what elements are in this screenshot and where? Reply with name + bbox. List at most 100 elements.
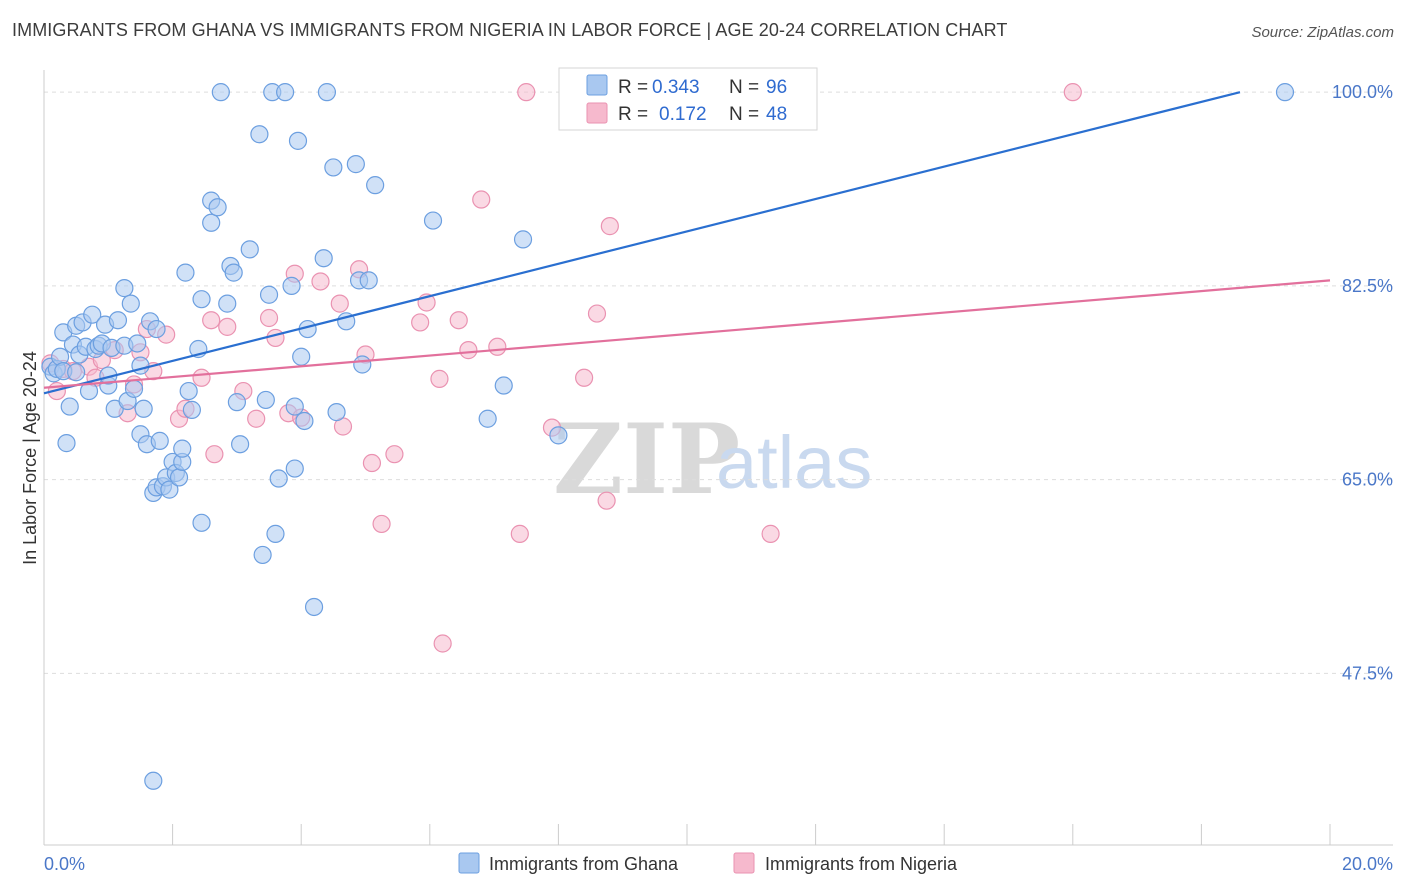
nigeria-point-21 (247, 409, 266, 428)
x-tick-label-min: 0.0% (44, 854, 85, 874)
y-axis-label: In Labor Force | Age 20-24 (20, 351, 40, 565)
ghana-point-64 (250, 125, 269, 144)
ghana-point-48 (176, 263, 195, 282)
ghana-point-26 (115, 279, 134, 298)
ghana-point-73 (285, 397, 304, 416)
nigeria-point-44 (517, 83, 536, 102)
y-tick-label-3: 100.0% (1332, 82, 1393, 102)
nigeria-trendline (43, 279, 1331, 389)
watermark-zip: ZIP (553, 403, 740, 516)
nigeria-point-40 (459, 341, 478, 360)
nigeria-point-27 (311, 272, 330, 291)
y-tick-label-2: 82.5% (1342, 276, 1393, 296)
nigeria-point-47 (587, 304, 607, 323)
nigeria-point-48 (597, 491, 616, 510)
nigeria-point-17 (202, 311, 221, 330)
legend-r-label-ghana: R = (618, 77, 648, 98)
nigeria-point-49 (600, 217, 619, 236)
nigeria-point-33 (372, 514, 391, 534)
bottom-legend-label-nigeria: Immigrants from Nigeria (765, 854, 958, 874)
nigeria-point-38 (433, 634, 452, 653)
ghana-point-87 (353, 355, 372, 374)
nigeria-point-34 (385, 445, 404, 464)
ghana-point-33 (134, 399, 153, 418)
ghana-point-52 (192, 290, 211, 309)
nigeria-point-51 (1063, 83, 1082, 102)
nigeria-point-39 (449, 311, 468, 330)
legend-r-value-ghana: 0.343 (652, 77, 700, 98)
legend-n-value-nigeria: 48 (766, 104, 787, 125)
nigeria-point-41 (472, 190, 491, 209)
nigeria-point-32 (362, 453, 382, 473)
ghana-point-66 (256, 390, 275, 410)
ghana-point-81 (317, 83, 337, 102)
ghana-point-29 (124, 379, 144, 398)
ghana-point-7 (60, 397, 79, 416)
legend-n-label-nigeria: N = (729, 104, 759, 125)
source-credit: Source: ZipAtlas.com (1251, 24, 1394, 41)
ghana-point-30 (128, 334, 147, 353)
y-tick-label-0: 47.5% (1342, 663, 1393, 683)
trendlines (43, 91, 1331, 395)
ghana-point-76 (292, 347, 311, 366)
ghana-point-90 (423, 211, 443, 230)
ghana-point-53 (192, 513, 211, 532)
watermark-atlas: atlas (716, 421, 872, 504)
ghana-point-88 (359, 271, 378, 290)
ghana-point-91 (478, 409, 497, 428)
ghana-point-58 (218, 294, 237, 313)
nigeria-points (41, 83, 1082, 653)
nigeria-point-28 (330, 294, 349, 313)
legend-swatch-nigeria (586, 102, 608, 124)
ghana-point-67 (259, 285, 279, 304)
bottom-legend-swatch-nigeria (733, 852, 755, 874)
stats-legend: R = 0.343 N = 96 R = 0.172 N = 48 (558, 67, 818, 131)
nigeria-point-37 (430, 369, 449, 388)
ghana-trendline (43, 91, 1241, 395)
nigeria-point-23 (266, 328, 285, 348)
ghana-point-28 (121, 294, 140, 313)
ghana-point-75 (288, 131, 308, 150)
nigeria-point-43 (510, 524, 529, 543)
legend-n-value-ghana: 96 (766, 77, 787, 98)
ghana-point-80 (314, 249, 333, 268)
chart-title: IMMIGRANTS FROM GHANA VS IMMIGRANTS FROM… (12, 20, 1008, 40)
ghana-point-82 (324, 158, 343, 177)
nigeria-point-46 (575, 368, 594, 387)
ghana-point-94 (549, 426, 568, 445)
ghana-point-65 (253, 545, 272, 565)
axes (43, 70, 1393, 846)
bottom-legend-swatch-ghana (458, 852, 480, 874)
ghana-point-47 (173, 439, 192, 458)
nigeria-point-42 (488, 337, 507, 356)
ghana-point-38 (147, 319, 166, 339)
x-tick-label-max: 20.0% (1342, 854, 1393, 874)
y-tick-label-1: 65.0% (1342, 470, 1393, 490)
ghana-point-9 (67, 363, 86, 382)
ghana-point-24 (108, 311, 128, 330)
ghana-point-15 (83, 305, 102, 324)
ghana-point-6 (57, 434, 76, 453)
ghana-point-92 (494, 376, 513, 395)
ghana-point-39 (150, 431, 169, 450)
nigeria-point-50 (761, 524, 780, 543)
ghana-point-79 (304, 597, 324, 617)
nigeria-point-18 (205, 445, 224, 464)
ghana-points (41, 83, 1295, 790)
ghana-point-42 (160, 480, 179, 499)
legend-r-label-nigeria: R = (618, 104, 648, 125)
ghana-point-85 (346, 155, 365, 174)
ghana-point-57 (211, 83, 230, 102)
ghana-point-71 (276, 83, 295, 102)
ghana-point-55 (202, 213, 221, 232)
ghana-point-83 (327, 403, 346, 422)
ghana-point-89 (366, 176, 385, 195)
series-legend: Immigrants from Ghana Immigrants from Ni… (458, 852, 958, 874)
ghana-point-56 (208, 198, 227, 217)
ghana-point-69 (266, 524, 285, 543)
ghana-point-62 (231, 435, 250, 454)
y-tick-labels: 47.5% 65.0% 82.5% 100.0% (1332, 82, 1393, 683)
ghana-point-49 (179, 381, 198, 401)
bottom-legend-label-ghana: Immigrants from Ghana (489, 854, 679, 874)
